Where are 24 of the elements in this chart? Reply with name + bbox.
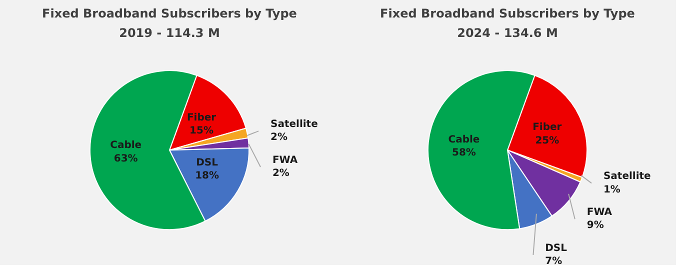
data-label: 15% bbox=[190, 126, 214, 137]
data-label: 18% bbox=[195, 170, 220, 182]
slice-label: DSL bbox=[196, 157, 219, 168]
chart-title: Fixed Broadband Subscribers by Type bbox=[42, 6, 297, 20]
data-label: 25% bbox=[535, 135, 560, 146]
chart-subtitle: 2024 - 134.6 M bbox=[457, 26, 558, 40]
slice-label: FWA bbox=[272, 154, 298, 166]
slice-label: Cable bbox=[448, 134, 480, 146]
slice-label: Cable bbox=[110, 140, 142, 152]
slice-label: Fiber bbox=[186, 112, 216, 124]
data-label: 2% bbox=[270, 132, 288, 144]
chart-subtitle: 2019 - 114.3 M bbox=[119, 26, 220, 40]
data-label: 63% bbox=[114, 153, 138, 164]
slice-label: DSL bbox=[545, 242, 568, 254]
slice-label: Satellite bbox=[270, 118, 318, 130]
chart-title: Fixed Broadband Subscribers by Type bbox=[380, 6, 635, 20]
data-label: 2% bbox=[272, 168, 290, 180]
slice-label: Fiber bbox=[532, 122, 562, 134]
slice-label: Satellite bbox=[603, 171, 652, 182]
data-label: 1% bbox=[603, 184, 620, 196]
data-label: 9% bbox=[586, 220, 604, 232]
slice-label: FWA bbox=[586, 206, 612, 218]
data-label: 7% bbox=[545, 256, 562, 268]
data-label: 58% bbox=[452, 147, 476, 158]
